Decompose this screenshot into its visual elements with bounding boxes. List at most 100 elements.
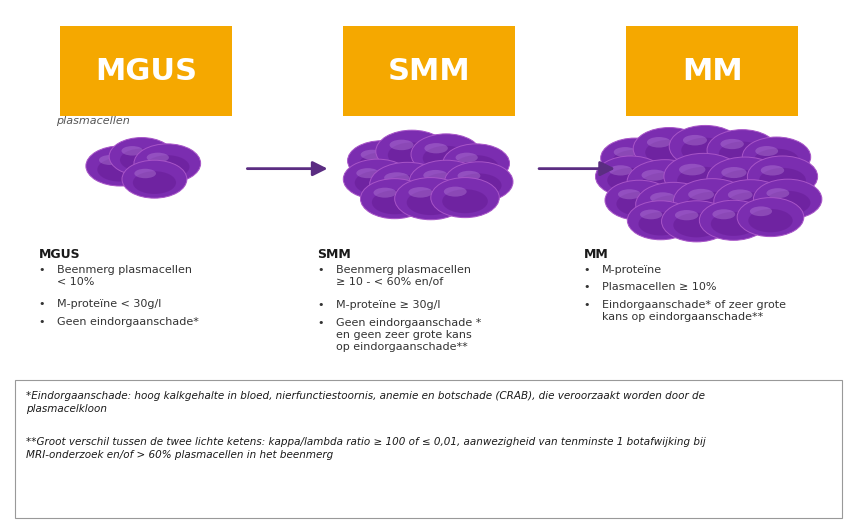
Ellipse shape xyxy=(647,137,671,148)
Text: •: • xyxy=(583,265,590,275)
Ellipse shape xyxy=(636,182,711,227)
Text: MM: MM xyxy=(583,248,608,261)
Ellipse shape xyxy=(707,130,777,171)
Text: Eindorgaanschade* of zeer grote
kans op eindorgaanschade**: Eindorgaanschade* of zeer grote kans op … xyxy=(602,300,786,323)
Ellipse shape xyxy=(618,189,641,199)
Ellipse shape xyxy=(99,155,122,165)
Text: M-proteïne ≥ 30g/l: M-proteïne ≥ 30g/l xyxy=(336,300,441,310)
Ellipse shape xyxy=(373,188,396,198)
Ellipse shape xyxy=(408,187,432,198)
Ellipse shape xyxy=(595,156,666,197)
Ellipse shape xyxy=(712,209,735,219)
Ellipse shape xyxy=(347,141,416,181)
Ellipse shape xyxy=(135,169,156,178)
Ellipse shape xyxy=(627,160,703,204)
Ellipse shape xyxy=(409,160,483,203)
Text: •: • xyxy=(39,299,45,309)
Text: Plasmacellen ≥ 10%: Plasmacellen ≥ 10% xyxy=(602,282,716,292)
Ellipse shape xyxy=(443,144,510,183)
Ellipse shape xyxy=(444,187,467,197)
Text: SMM: SMM xyxy=(388,56,470,86)
Text: **Groot verschil tussen de twee lichte ketens: kappa/lambda ratio ≥ 100 of ≤ 0,0: **Groot verschil tussen de twee lichte k… xyxy=(26,437,705,460)
Ellipse shape xyxy=(650,192,675,203)
Ellipse shape xyxy=(645,140,693,165)
Ellipse shape xyxy=(601,138,669,178)
Text: •: • xyxy=(583,300,590,310)
Ellipse shape xyxy=(376,130,448,172)
Ellipse shape xyxy=(122,146,143,155)
Ellipse shape xyxy=(710,212,757,236)
Text: Geen eindorgaanschade*: Geen eindorgaanschade* xyxy=(57,317,199,327)
Ellipse shape xyxy=(674,213,720,237)
Text: Beenmerg plasmacellen
≥ 10 - < 60% en/of: Beenmerg plasmacellen ≥ 10 - < 60% en/of xyxy=(336,265,471,287)
Ellipse shape xyxy=(686,192,738,219)
Ellipse shape xyxy=(748,209,793,232)
Ellipse shape xyxy=(388,142,436,168)
Ellipse shape xyxy=(674,179,751,224)
Ellipse shape xyxy=(454,155,498,179)
Text: Geen eindorgaanschade *
en geen zeer grote kans
op eindorgaanschade**: Geen eindorgaanschade * en geen zeer gro… xyxy=(336,318,481,353)
Ellipse shape xyxy=(679,164,705,175)
Ellipse shape xyxy=(444,162,513,202)
FancyBboxPatch shape xyxy=(15,380,842,518)
Text: •: • xyxy=(39,317,45,327)
Ellipse shape xyxy=(681,138,729,163)
Ellipse shape xyxy=(737,198,804,237)
Ellipse shape xyxy=(356,168,379,178)
Ellipse shape xyxy=(640,172,690,199)
Ellipse shape xyxy=(605,180,674,220)
Text: MGUS: MGUS xyxy=(39,248,81,261)
FancyBboxPatch shape xyxy=(343,26,515,116)
Ellipse shape xyxy=(669,125,741,168)
Ellipse shape xyxy=(390,140,414,150)
Ellipse shape xyxy=(747,156,818,197)
Ellipse shape xyxy=(714,180,788,223)
Text: SMM: SMM xyxy=(317,248,351,261)
Ellipse shape xyxy=(721,139,744,149)
Ellipse shape xyxy=(662,201,732,242)
Text: MGUS: MGUS xyxy=(95,56,196,86)
Text: •: • xyxy=(317,300,324,310)
Text: •: • xyxy=(39,265,45,275)
Ellipse shape xyxy=(384,172,409,183)
Text: •: • xyxy=(317,318,324,328)
Ellipse shape xyxy=(360,179,429,219)
Ellipse shape xyxy=(457,171,480,181)
Ellipse shape xyxy=(122,160,187,198)
Ellipse shape xyxy=(753,179,822,219)
Text: *Eindorgaanschade: hoog kalkgehalte in bloed, nierfunctiestoornis, anemie en bot: *Eindorgaanschade: hoog kalkgehalte in b… xyxy=(26,391,704,414)
Ellipse shape xyxy=(616,192,662,216)
Ellipse shape xyxy=(609,165,632,175)
Text: Beenmerg plasmacellen
< 10%: Beenmerg plasmacellen < 10% xyxy=(57,265,192,287)
Ellipse shape xyxy=(360,150,384,160)
Ellipse shape xyxy=(683,135,707,145)
Ellipse shape xyxy=(728,189,752,200)
Ellipse shape xyxy=(407,190,455,215)
Ellipse shape xyxy=(133,171,176,194)
Ellipse shape xyxy=(431,178,499,218)
Ellipse shape xyxy=(759,168,806,192)
Ellipse shape xyxy=(726,192,776,218)
Ellipse shape xyxy=(642,170,667,181)
Ellipse shape xyxy=(664,153,743,200)
Ellipse shape xyxy=(742,137,811,177)
Text: •: • xyxy=(583,282,590,292)
Ellipse shape xyxy=(638,212,683,236)
Ellipse shape xyxy=(750,207,772,216)
Text: MM: MM xyxy=(682,56,742,86)
Ellipse shape xyxy=(423,170,448,181)
Text: M-proteïne < 30g/l: M-proteïne < 30g/l xyxy=(57,299,162,309)
Ellipse shape xyxy=(764,191,811,215)
Ellipse shape xyxy=(421,173,471,199)
Ellipse shape xyxy=(343,159,412,199)
Text: •: • xyxy=(317,265,324,275)
Ellipse shape xyxy=(395,178,467,220)
Ellipse shape xyxy=(423,146,469,170)
Ellipse shape xyxy=(707,157,782,201)
Ellipse shape xyxy=(383,175,432,202)
Ellipse shape xyxy=(425,143,448,153)
Ellipse shape xyxy=(675,210,698,220)
Ellipse shape xyxy=(97,158,143,182)
Ellipse shape xyxy=(719,142,765,166)
Ellipse shape xyxy=(627,201,694,240)
